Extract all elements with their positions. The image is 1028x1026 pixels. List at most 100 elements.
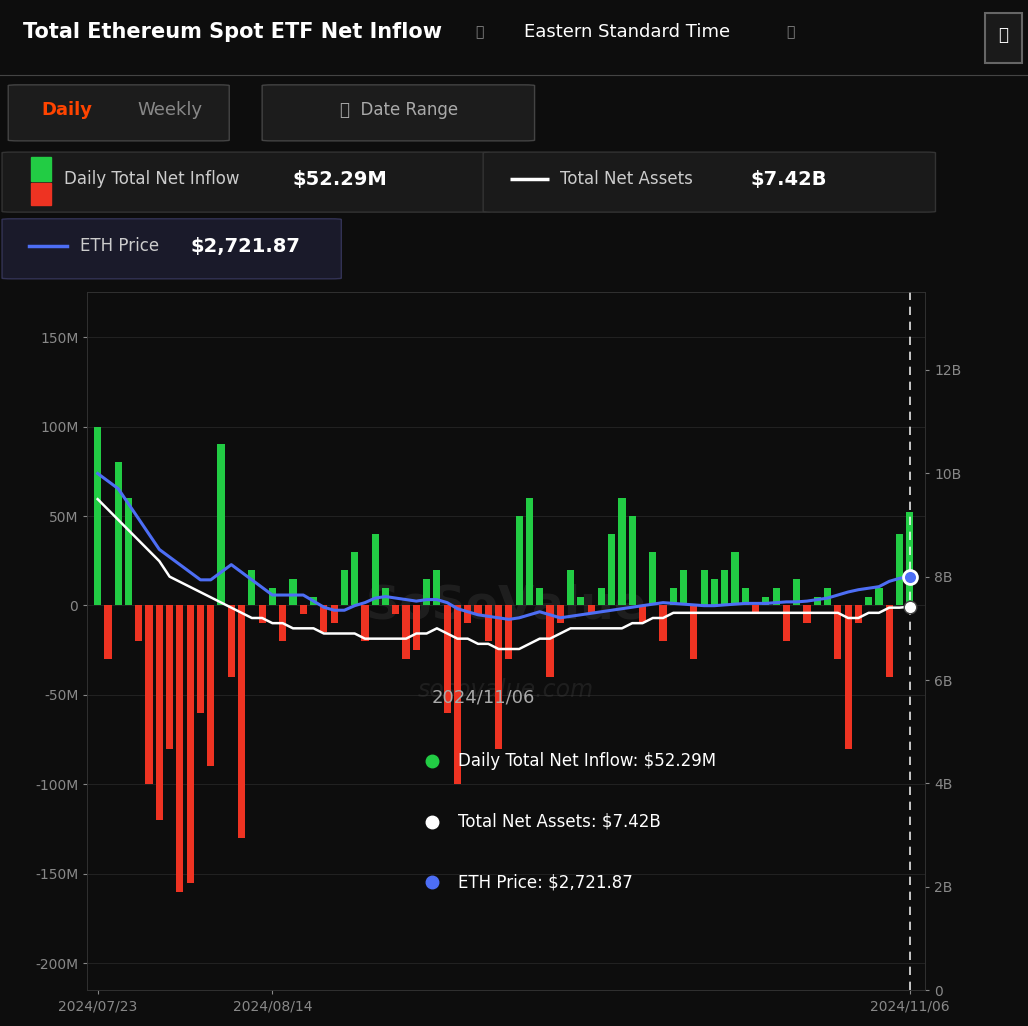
Bar (845, 605, 851, 749)
Bar (382, 588, 389, 605)
Bar (340, 569, 347, 605)
Bar (95, 427, 101, 605)
Bar (567, 569, 574, 605)
Bar (259, 605, 266, 624)
Bar (115, 463, 122, 605)
Bar (711, 579, 718, 605)
Bar (495, 605, 502, 749)
Bar (187, 605, 193, 882)
Bar (751, 605, 759, 615)
Bar (588, 605, 594, 615)
Bar (372, 534, 378, 605)
Bar (444, 605, 450, 713)
Bar (249, 569, 255, 605)
Text: ⓘ: ⓘ (786, 26, 795, 39)
Bar (866, 596, 872, 605)
FancyBboxPatch shape (483, 152, 935, 212)
Text: Total Net Assets: $7.42B: Total Net Assets: $7.42B (458, 813, 661, 831)
Bar (814, 596, 821, 605)
Bar (290, 579, 296, 605)
Bar (681, 569, 687, 605)
Bar (351, 552, 358, 605)
Text: Total Ethereum Spot ETF Net Inflow: Total Ethereum Spot ETF Net Inflow (23, 23, 442, 42)
Bar (218, 444, 225, 605)
Bar (854, 605, 861, 624)
Bar (721, 569, 728, 605)
Bar (146, 605, 153, 784)
Text: ⓘ: ⓘ (475, 26, 483, 39)
Bar (310, 596, 317, 605)
Bar (177, 605, 184, 892)
Bar (515, 516, 522, 605)
Bar (804, 605, 810, 624)
Bar (700, 569, 707, 605)
Bar (156, 605, 163, 820)
Bar (690, 605, 697, 659)
Bar (321, 605, 327, 632)
Bar (525, 499, 534, 605)
Text: sosovalue.com: sosovalue.com (418, 678, 594, 702)
Bar (167, 605, 173, 749)
Text: ETH Price: $2,721.87: ETH Price: $2,721.87 (458, 873, 633, 892)
Bar (597, 588, 604, 605)
Text: Daily Total Net Inflow: Daily Total Net Inflow (64, 170, 240, 189)
FancyBboxPatch shape (2, 219, 341, 279)
Bar (208, 605, 214, 766)
Text: ⛶: ⛶ (998, 26, 1008, 44)
Bar (424, 579, 431, 605)
Text: SoSoValue: SoSoValue (366, 584, 647, 629)
FancyBboxPatch shape (262, 85, 535, 141)
Bar (31, 157, 51, 181)
Bar (783, 605, 791, 641)
Bar (465, 605, 471, 624)
Bar (453, 605, 461, 784)
Bar (835, 605, 841, 659)
Bar (773, 588, 780, 605)
Bar (537, 588, 543, 605)
Bar (238, 605, 246, 838)
Bar (670, 588, 676, 605)
Text: 📅  Date Range: 📅 Date Range (340, 101, 457, 119)
Bar (31, 183, 51, 205)
Text: $2,721.87: $2,721.87 (190, 237, 300, 255)
Bar (403, 605, 409, 659)
Bar (506, 605, 513, 659)
Bar (794, 579, 800, 605)
Bar (393, 605, 399, 615)
Bar (279, 605, 286, 641)
Bar (608, 534, 615, 605)
Bar (105, 605, 112, 659)
Text: Weekly: Weekly (137, 101, 203, 119)
Text: Daily: Daily (41, 101, 93, 119)
Text: $7.42B: $7.42B (750, 170, 827, 189)
Bar (885, 605, 892, 677)
Bar (762, 596, 769, 605)
Text: 2024/11/06: 2024/11/06 (432, 688, 536, 707)
Bar (197, 605, 204, 713)
Bar (557, 605, 563, 624)
Bar (638, 605, 646, 624)
Text: Daily Total Net Inflow: $52.29M: Daily Total Net Inflow: $52.29M (458, 752, 717, 771)
Bar (731, 552, 738, 605)
Bar (434, 569, 440, 605)
Bar (228, 605, 234, 677)
FancyBboxPatch shape (2, 152, 490, 212)
Bar (485, 605, 492, 641)
Bar (650, 552, 656, 605)
Bar (125, 499, 132, 605)
Bar (824, 588, 831, 605)
Bar (413, 605, 419, 650)
Bar (895, 534, 903, 605)
Bar (578, 596, 584, 605)
Bar (659, 605, 666, 641)
Bar (876, 588, 882, 605)
Bar (907, 512, 914, 605)
FancyBboxPatch shape (8, 85, 229, 141)
Bar (362, 605, 368, 641)
Text: ETH Price: ETH Price (80, 237, 159, 255)
Bar (741, 588, 748, 605)
Bar (300, 605, 306, 615)
Bar (618, 499, 625, 605)
Bar (628, 516, 635, 605)
Bar (547, 605, 553, 677)
